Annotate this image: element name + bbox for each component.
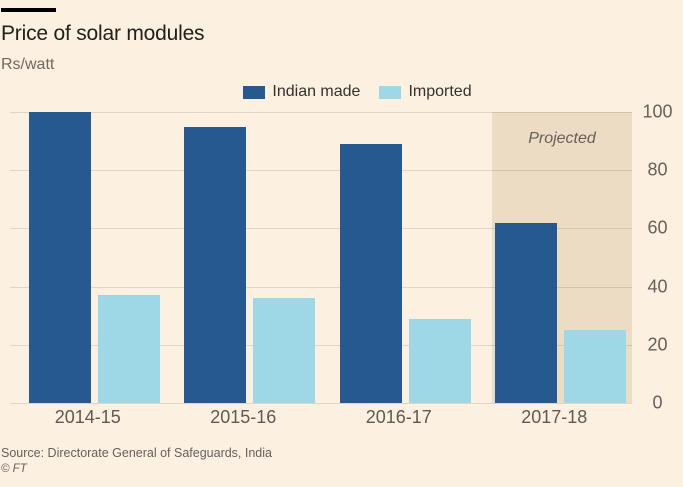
- legend-item-indian-made: Indian made: [243, 83, 360, 101]
- legend-swatch-imported: [379, 85, 402, 99]
- bar-group-2015-16: [166, 112, 322, 403]
- x-axis: 2014-15 2015-16 2016-17 2017-18: [10, 407, 632, 428]
- x-tick-label-2016-17: 2016-17: [365, 407, 432, 427]
- bar-indian-made-2014-15: [28, 112, 91, 403]
- y-tick-label-60: 60: [647, 217, 668, 238]
- gridline-80: [10, 170, 632, 172]
- bar-imported-2015-16: [253, 298, 315, 403]
- bar-imported-2016-17: [408, 318, 471, 403]
- legend-label-imported: Imported: [408, 83, 472, 100]
- legend-label-indian-made: Indian made: [272, 83, 361, 100]
- y-axis: 0 20 40 60 80 100: [632, 102, 683, 413]
- projected-label: Projected: [528, 130, 596, 147]
- y-tick-label-20: 20: [647, 334, 668, 355]
- bar-group-2017-18: [477, 112, 633, 403]
- gridline-100: [10, 112, 632, 113]
- source-text: Source: Directorate General of Safeguard…: [1, 446, 272, 460]
- x-tick-label-2015-16: 2015-16: [210, 407, 277, 427]
- bar-indian-made-2016-17: [339, 144, 402, 403]
- bar-imported-2017-18: [564, 330, 626, 403]
- legend-swatch-indian-made: [243, 85, 266, 99]
- y-tick-label-0: 0: [652, 392, 663, 413]
- bar-group-2014-15: [10, 112, 166, 403]
- gridline-60: [10, 228, 632, 230]
- legend: Indian made Imported: [32, 83, 683, 101]
- bar-indian-made-2015-16: [184, 126, 246, 403]
- y-tick-label-100: 100: [642, 101, 673, 122]
- chart-title: Price of solar modules: [1, 22, 205, 45]
- chart-units-label: Rs/watt: [1, 56, 55, 73]
- legend-item-imported: Imported: [379, 83, 472, 101]
- gridline-40: [10, 286, 632, 288]
- y-tick-label-40: 40: [647, 276, 668, 297]
- plot-area: Projected: [10, 112, 632, 404]
- bar-imported-2014-15: [97, 295, 160, 403]
- copyright-text: © FT: [1, 463, 27, 475]
- title-rule: [1, 8, 56, 12]
- x-tick-label-2014-15: 2014-15: [54, 407, 121, 427]
- gridlines: [10, 112, 632, 404]
- gridline-20: [10, 344, 632, 346]
- bar-group-2016-17: [321, 112, 477, 403]
- bar-indian-made-2017-18: [495, 222, 557, 403]
- y-tick-label-80: 80: [647, 159, 668, 180]
- bar-groups: [10, 112, 632, 403]
- x-tick-label-2017-18: 2017-18: [521, 407, 588, 427]
- gridline-0: [10, 403, 632, 404]
